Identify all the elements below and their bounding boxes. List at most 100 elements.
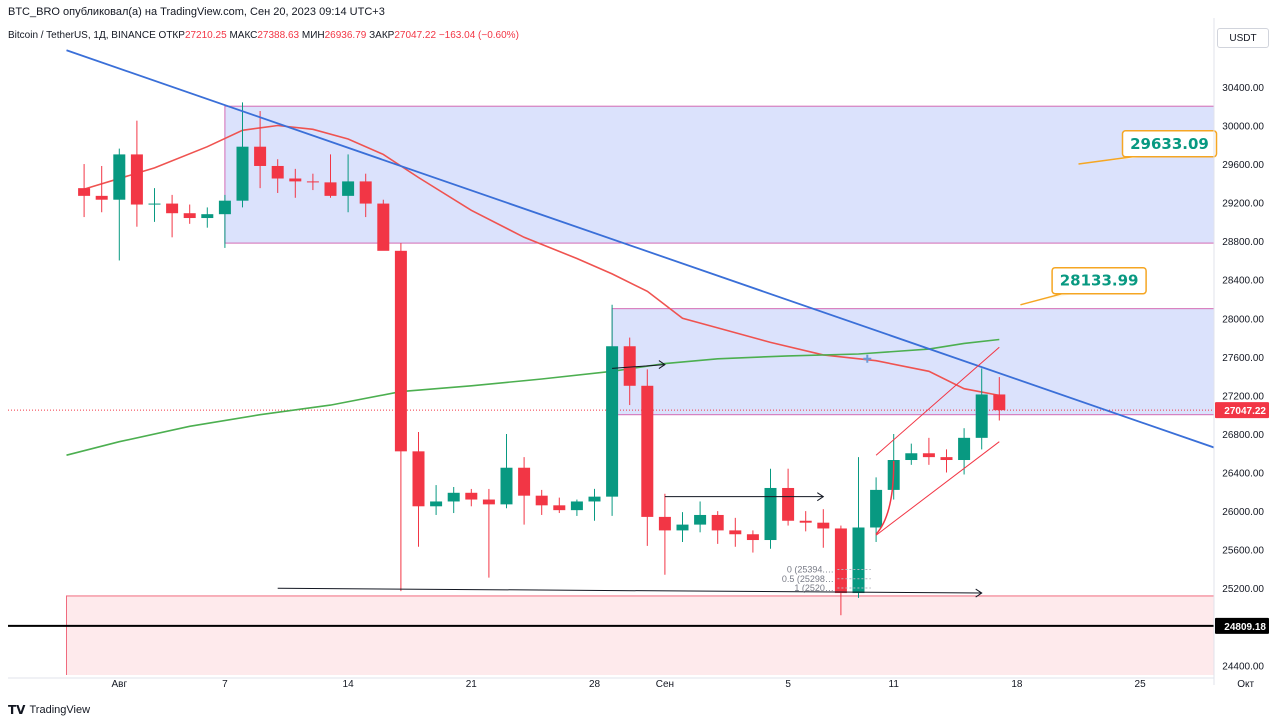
candle xyxy=(958,428,971,475)
y-tick-label: 27200.00 xyxy=(1222,391,1264,402)
y-tick-label: 24400.00 xyxy=(1222,661,1264,672)
y-tick-label: 28800.00 xyxy=(1222,237,1264,248)
candle-body xyxy=(342,181,355,196)
candle xyxy=(113,148,126,261)
candle-body xyxy=(289,178,302,182)
price-tag-1 xyxy=(1215,402,1269,419)
low-label: МИН xyxy=(301,30,325,41)
candle-body xyxy=(430,501,443,507)
y-tick-label: 30400.00 xyxy=(1222,83,1264,94)
candle xyxy=(447,487,460,514)
candle xyxy=(711,511,724,544)
zone-resistance-1 xyxy=(611,308,1214,416)
currency-button[interactable]: USDT xyxy=(1217,28,1269,48)
candle-body xyxy=(447,492,460,502)
candle-body xyxy=(764,487,777,541)
y-tick-label: 26800.00 xyxy=(1222,430,1264,441)
candle-body xyxy=(95,195,108,200)
x-tick-label: Авг xyxy=(111,679,127,690)
candle xyxy=(254,111,267,189)
curved-arrow xyxy=(875,460,895,535)
x-tick-label: 14 xyxy=(343,679,355,690)
arrow-line-2 xyxy=(612,364,665,369)
candle xyxy=(430,485,443,515)
x-tick-label: 18 xyxy=(1011,679,1023,690)
candle xyxy=(606,304,619,516)
candle-body xyxy=(834,528,847,594)
channel-line-0 xyxy=(875,441,1000,536)
candle-body xyxy=(465,492,478,500)
candle-body xyxy=(694,514,707,525)
change-value: −163.04 (−0.60%) xyxy=(438,30,519,41)
x-tick-label: 25 xyxy=(1135,679,1147,690)
y-tick-label: 29200.00 xyxy=(1222,199,1264,210)
candle-body xyxy=(130,154,143,205)
candle xyxy=(676,512,689,542)
y-tick-label: 30000.00 xyxy=(1222,121,1264,132)
candle xyxy=(553,497,566,514)
candle xyxy=(729,517,742,547)
candle-body xyxy=(254,146,267,166)
candle xyxy=(500,433,513,509)
x-tick-label: 11 xyxy=(889,679,900,690)
candle-body xyxy=(482,499,495,505)
candle-body xyxy=(218,200,231,215)
candle xyxy=(412,432,425,547)
candle-body xyxy=(641,385,654,517)
plot-area: 0 (25394.…0.5 (25298…1 (2520… xyxy=(8,49,1214,675)
candle-body xyxy=(623,346,636,386)
candle-body xyxy=(148,203,161,205)
candle-body xyxy=(940,457,953,461)
candle-body xyxy=(975,394,988,438)
candle-body xyxy=(201,214,214,219)
x-tick-label: Сен xyxy=(656,679,674,690)
candle-body xyxy=(394,250,407,452)
candle xyxy=(359,173,372,218)
y-tick-label: 26000.00 xyxy=(1222,507,1264,518)
candle-body xyxy=(518,467,531,496)
x-tick-label: 21 xyxy=(466,679,478,690)
callout-value-1: 28133.99 xyxy=(1060,272,1139,290)
candle xyxy=(852,457,865,598)
candle-body xyxy=(606,346,619,497)
close-label: ЗАКР xyxy=(369,30,395,41)
candle xyxy=(817,509,830,548)
candle-body xyxy=(500,467,513,505)
price-tag-label-0: 24809.18 xyxy=(1224,622,1266,633)
candle-body xyxy=(377,203,390,251)
candle-body xyxy=(905,453,918,461)
tradingview-logo-icon: 𝗧𝗩 xyxy=(8,703,26,717)
candle xyxy=(905,443,918,465)
candle-body xyxy=(324,182,337,196)
candle-body xyxy=(658,516,671,531)
callout-pointer-1 xyxy=(1020,292,1075,306)
candle xyxy=(342,154,355,213)
candle xyxy=(588,488,601,521)
candle-body xyxy=(113,154,126,200)
candle xyxy=(993,377,1006,421)
high-value: 27388.63 xyxy=(257,30,300,41)
callout-box-0 xyxy=(1121,130,1218,158)
symbol-name: Bitcoin / TetherUS, 1Д, BINANCE xyxy=(8,30,156,41)
candle xyxy=(518,457,531,525)
y-tick-label: 28000.00 xyxy=(1222,314,1264,325)
symbol-legend: Bitcoin / TetherUS, 1Д, BINANCE ОТКР2721… xyxy=(8,30,519,41)
y-tick-label: 26400.00 xyxy=(1222,469,1264,480)
candle xyxy=(394,243,407,592)
open-value: 27210.25 xyxy=(184,30,227,41)
candle-body xyxy=(676,524,689,531)
open-label: ОТКР xyxy=(158,30,185,41)
candle-body xyxy=(166,203,179,214)
price-tag-0 xyxy=(1215,617,1269,634)
arrow-head-2 xyxy=(658,360,666,369)
candle xyxy=(166,194,179,238)
callout-value-0: 29633.09 xyxy=(1130,135,1209,153)
y-tick-label: 25200.00 xyxy=(1222,584,1264,595)
y-tick-label: 29600.00 xyxy=(1222,160,1264,171)
zone-resistance-0 xyxy=(224,105,1214,244)
candle xyxy=(922,437,935,465)
candle-body xyxy=(729,530,742,535)
candle xyxy=(218,194,231,248)
fib-label-2: 1 (2520… xyxy=(794,583,834,593)
